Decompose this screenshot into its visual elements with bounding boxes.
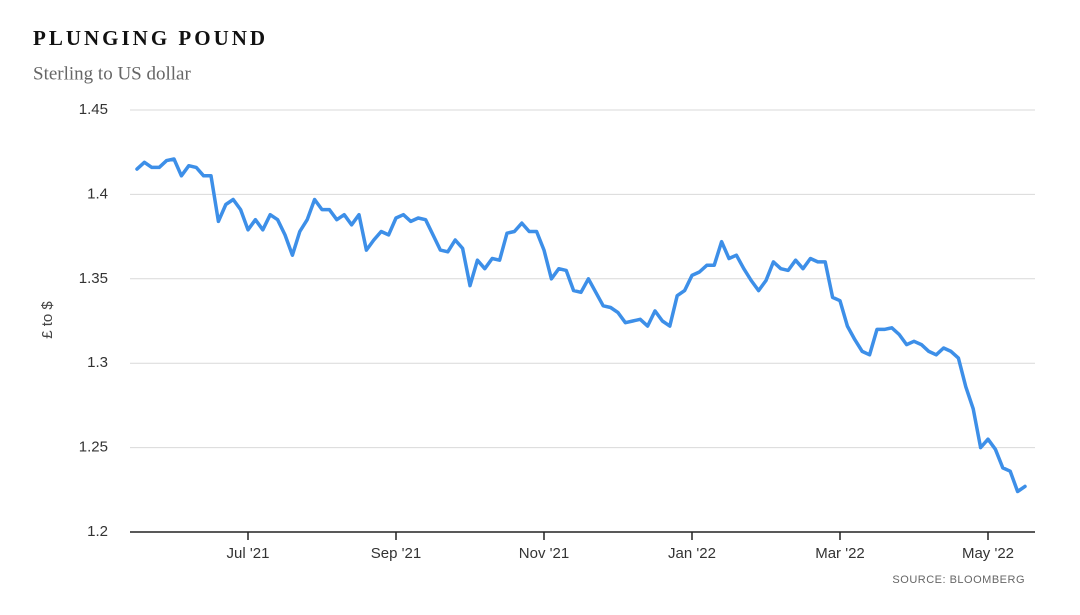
price-line bbox=[135, 157, 1027, 494]
y-tick-label: 1.45 bbox=[79, 101, 108, 118]
x-tick-label: May '22 bbox=[962, 545, 1014, 562]
x-tick-label: Sep '21 bbox=[371, 545, 421, 562]
y-tick-label: 1.3 bbox=[87, 354, 108, 371]
chart-subtitle: Sterling to US dollar bbox=[33, 63, 191, 84]
y-tick-label: 1.25 bbox=[79, 439, 108, 456]
y-tick-label: 1.35 bbox=[79, 270, 108, 287]
y-axis-label: £ to $ bbox=[39, 301, 56, 339]
x-tick-label: Jul '21 bbox=[227, 545, 270, 562]
source: SOURCE: BLOOMBERG bbox=[892, 574, 1025, 586]
x-tick-label: Jan '22 bbox=[668, 545, 716, 562]
y-tick-label: 1.4 bbox=[87, 185, 108, 202]
chart-title: PLUNGING POUND bbox=[33, 26, 268, 50]
x-tick-label: Nov '21 bbox=[519, 545, 569, 562]
y-tick-label: 1.2 bbox=[87, 523, 108, 540]
x-tick-label: Mar '22 bbox=[815, 545, 865, 562]
